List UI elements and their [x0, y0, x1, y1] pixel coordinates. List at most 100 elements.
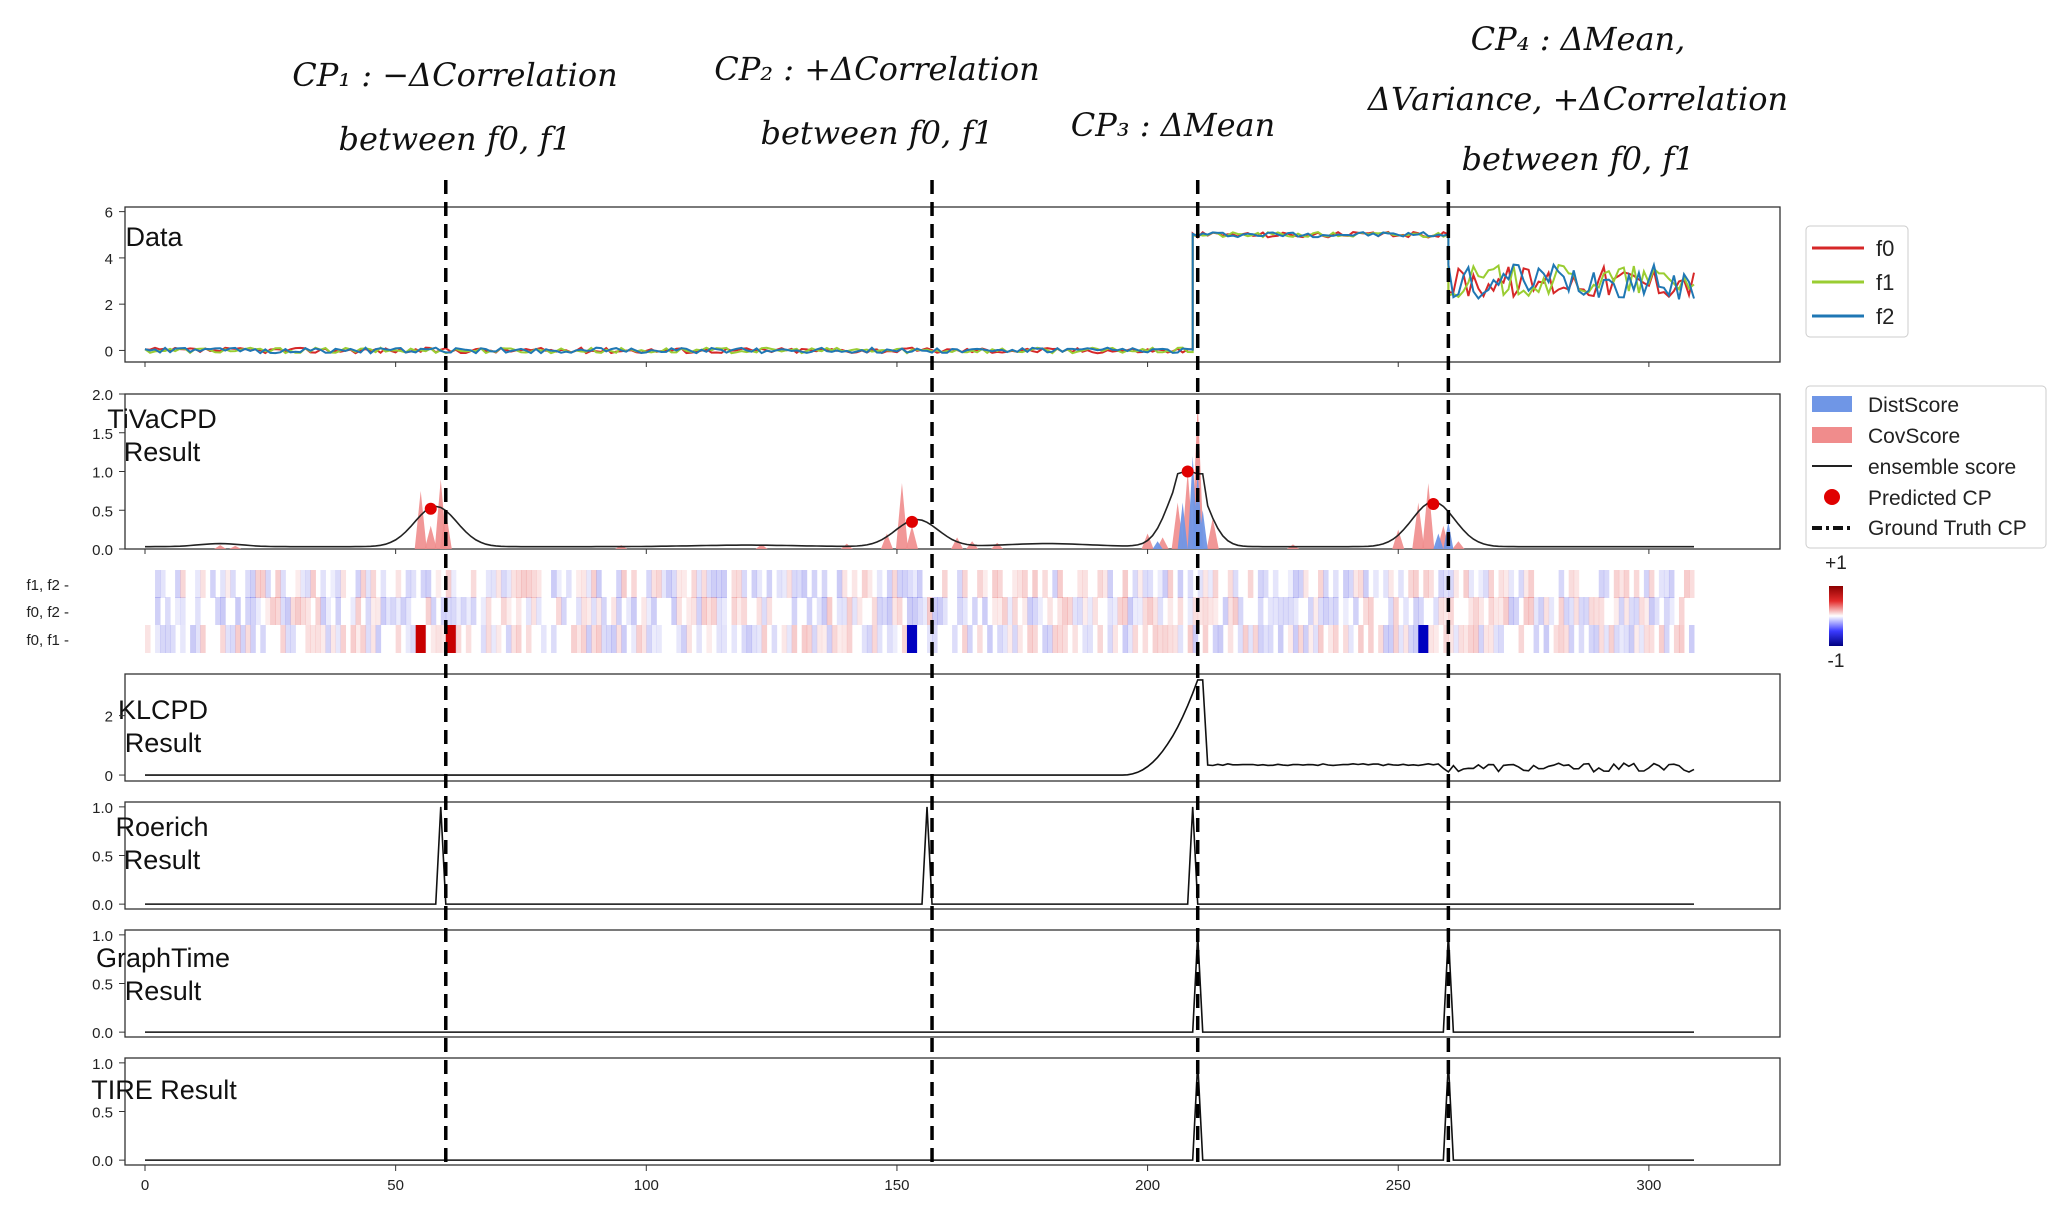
heatmap-cell	[340, 570, 347, 598]
heatmap-cell	[1313, 625, 1319, 653]
heatmap-cell	[962, 597, 968, 625]
heatmap-cell	[1403, 625, 1409, 653]
heatmap-cell	[1202, 597, 1209, 625]
heatmap-cell	[250, 625, 256, 653]
heatmap-cell	[1573, 570, 1580, 598]
heatmap-cell	[1197, 597, 1204, 625]
heatmap-cell	[410, 625, 417, 653]
panel-data-frame	[124, 206, 1781, 363]
heatmap-cell	[405, 597, 412, 625]
heatmap-cell	[1488, 597, 1494, 625]
heatmap-cell	[1623, 597, 1630, 625]
heatmap-cell	[1443, 625, 1449, 653]
heatmap-cell	[1593, 625, 1600, 653]
heatmap-cell	[731, 625, 738, 653]
heatmap-cell	[1328, 625, 1334, 653]
heatmap-cell	[641, 597, 647, 625]
heatmap-cell	[1498, 570, 1505, 598]
heatmap-cell	[1162, 625, 1169, 653]
distscore-bar	[1433, 533, 1444, 549]
heatmap-cell	[335, 570, 342, 598]
heatmap-cell	[1318, 570, 1324, 598]
ground-truth-lines	[444, 180, 1451, 1165]
heatmap-cell	[1217, 625, 1224, 653]
y-tick-label: 0	[105, 768, 113, 785]
heatmap-cell	[1518, 570, 1525, 598]
heatmap-cell-strong	[415, 625, 426, 653]
y-tick-label: 0.5	[92, 977, 113, 994]
heatmap-cell	[1423, 570, 1429, 598]
heatmap-cell	[350, 625, 357, 653]
annotation-cp2-line1: CP₂ : +ΔCorrelation	[714, 50, 1039, 88]
x-tick-label: 0	[141, 1177, 149, 1194]
heatmap-cell	[831, 625, 838, 653]
heatmap-cell	[1002, 625, 1008, 653]
heatmap-cell	[1683, 570, 1690, 598]
heatmap-cell	[1618, 625, 1625, 653]
heatmap-cell	[1157, 597, 1164, 625]
legend-f0-label: f0	[1876, 236, 1894, 261]
heatmap-cell	[751, 570, 758, 598]
heatmap-cell	[1267, 597, 1274, 625]
heatmap-cell	[1668, 570, 1675, 598]
heatmap-cell	[616, 597, 622, 625]
heatmap-cell	[455, 625, 462, 653]
heatmap-cell	[1478, 625, 1484, 653]
heatmap-cell	[716, 597, 722, 625]
heatmap-cell	[1688, 625, 1695, 653]
heatmap-cell	[160, 625, 166, 653]
heatmap-cell	[1333, 570, 1339, 598]
covscore-bar	[1422, 483, 1435, 549]
heatmap-cell	[1493, 597, 1499, 625]
heatmap-cell	[1282, 597, 1289, 625]
heatmap-cell	[826, 625, 833, 653]
heatmap-cell	[801, 625, 808, 653]
heatmap-cell	[515, 570, 522, 598]
heatmap-cell	[1132, 570, 1139, 598]
heatmap-cell	[1508, 597, 1515, 625]
heatmap-cell	[1438, 570, 1444, 598]
heatmap-cell	[290, 625, 296, 653]
heatmap-cell	[581, 570, 587, 598]
heatmap-cell	[265, 597, 271, 625]
legend-tivacpd-box	[1805, 385, 2047, 549]
heatmap-cell	[1543, 625, 1550, 653]
heatmap-cell	[1042, 570, 1048, 598]
heatmap-cell	[1232, 597, 1239, 625]
heatmap-cell	[1363, 597, 1369, 625]
heatmap-cell	[1082, 625, 1088, 653]
heatmap-cell	[1448, 625, 1454, 653]
heatmap-cell	[1022, 570, 1028, 598]
heatmap-cell	[1267, 625, 1274, 653]
heatmap-cell	[876, 625, 883, 653]
heatmap-cell	[1343, 597, 1349, 625]
heatmap-cell	[1082, 597, 1088, 625]
heatmap-cell	[1302, 570, 1309, 598]
heatmap-cell	[1262, 570, 1269, 598]
heatmap-cell	[1147, 570, 1154, 598]
heatmap-cell	[460, 597, 467, 625]
heatmap-cell	[771, 625, 778, 653]
heatmap-cell	[1052, 625, 1058, 653]
heatmap-cell	[1012, 625, 1018, 653]
heatmap-cell	[1087, 597, 1093, 625]
covscore-bar	[424, 525, 437, 549]
heatmap-cell	[1413, 625, 1419, 653]
heatmap-cell	[1428, 625, 1434, 653]
heatmap-cell	[1172, 625, 1179, 653]
heatmap-row-label: f0, f1 -	[26, 632, 69, 649]
heatmap-cell	[400, 597, 407, 625]
heatmap-cell	[1027, 625, 1033, 653]
heatmap-cell	[355, 625, 362, 653]
heatmap-cell	[260, 625, 266, 653]
heatmap-cell	[781, 625, 788, 653]
y-tick-label: 0.5	[92, 1105, 113, 1122]
y-tick-label: 2	[105, 297, 113, 314]
heatmap-cell	[1483, 570, 1489, 598]
heatmap-cell	[896, 597, 903, 625]
heatmap-cell	[1222, 597, 1229, 625]
heatmap-cell	[551, 570, 557, 598]
legend-distscore-label: DistScore	[1868, 394, 1959, 417]
heatmap-cell	[335, 625, 342, 653]
heatmap-cell	[1658, 570, 1665, 598]
